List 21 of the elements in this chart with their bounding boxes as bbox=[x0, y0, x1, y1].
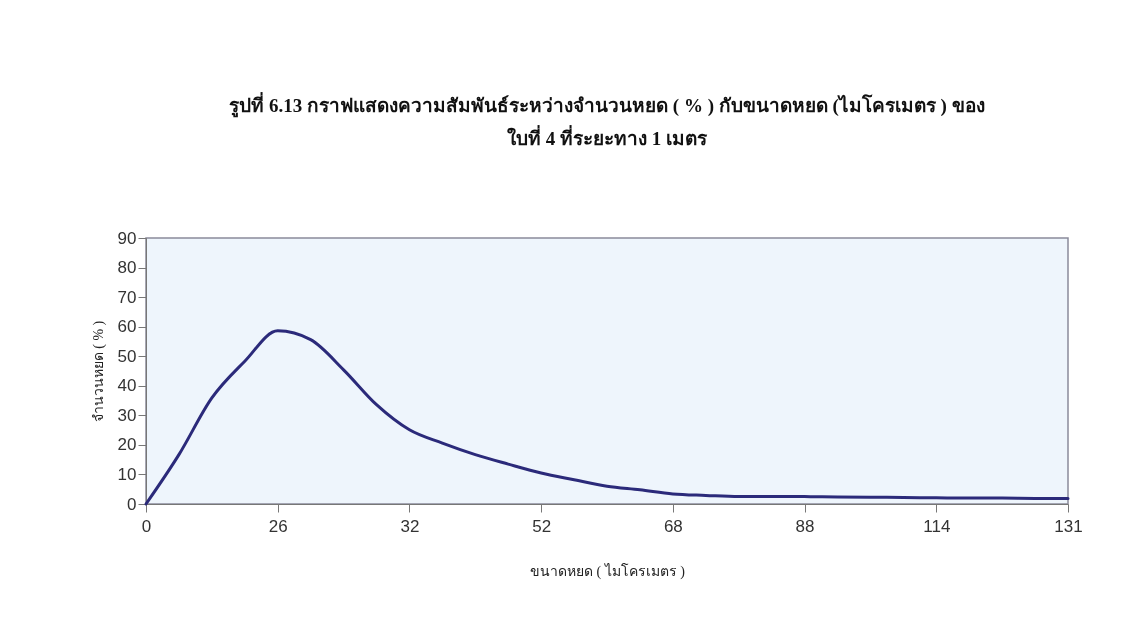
chart-title: รูปที่ 6.13 กราฟแสดงความสัมพันธ์ระหว่างจำนวนหยด ( % ) กับขนาดหยด (ไมโครเมตร ) ของ ใบที่ 4 ที่ระยะทาง 1 เมตร bbox=[229, 92, 985, 149]
x-tick-label: 131 bbox=[1054, 516, 1083, 536]
y-axis-title: จำนวนหยด ( % ) bbox=[90, 320, 107, 423]
x-tick-label: 68 bbox=[663, 516, 683, 536]
y-tick-label: 0 bbox=[127, 494, 137, 514]
y-tick-label: 50 bbox=[117, 346, 137, 366]
x-tick-label: 0 bbox=[141, 516, 152, 536]
x-tick-label: 88 bbox=[795, 516, 815, 536]
y-tick-label: 90 bbox=[117, 228, 137, 248]
x-tick-label: 52 bbox=[532, 516, 552, 536]
y-tick-label: 80 bbox=[117, 258, 137, 278]
x-tick-label: 114 bbox=[923, 516, 951, 536]
y-tick-label: 10 bbox=[117, 464, 137, 484]
x-tick-label: 32 bbox=[400, 516, 420, 536]
y-tick-label: 60 bbox=[117, 317, 137, 337]
x-tick-label: 26 bbox=[268, 516, 288, 536]
x-axis-title: ขนาดหยด ( ไมโครเมตร ) bbox=[530, 562, 686, 580]
y-tick-label: 30 bbox=[117, 405, 137, 425]
y-tick-label: 40 bbox=[117, 376, 137, 396]
y-tick-label: 70 bbox=[117, 287, 137, 307]
y-tick-label: 20 bbox=[117, 435, 137, 455]
